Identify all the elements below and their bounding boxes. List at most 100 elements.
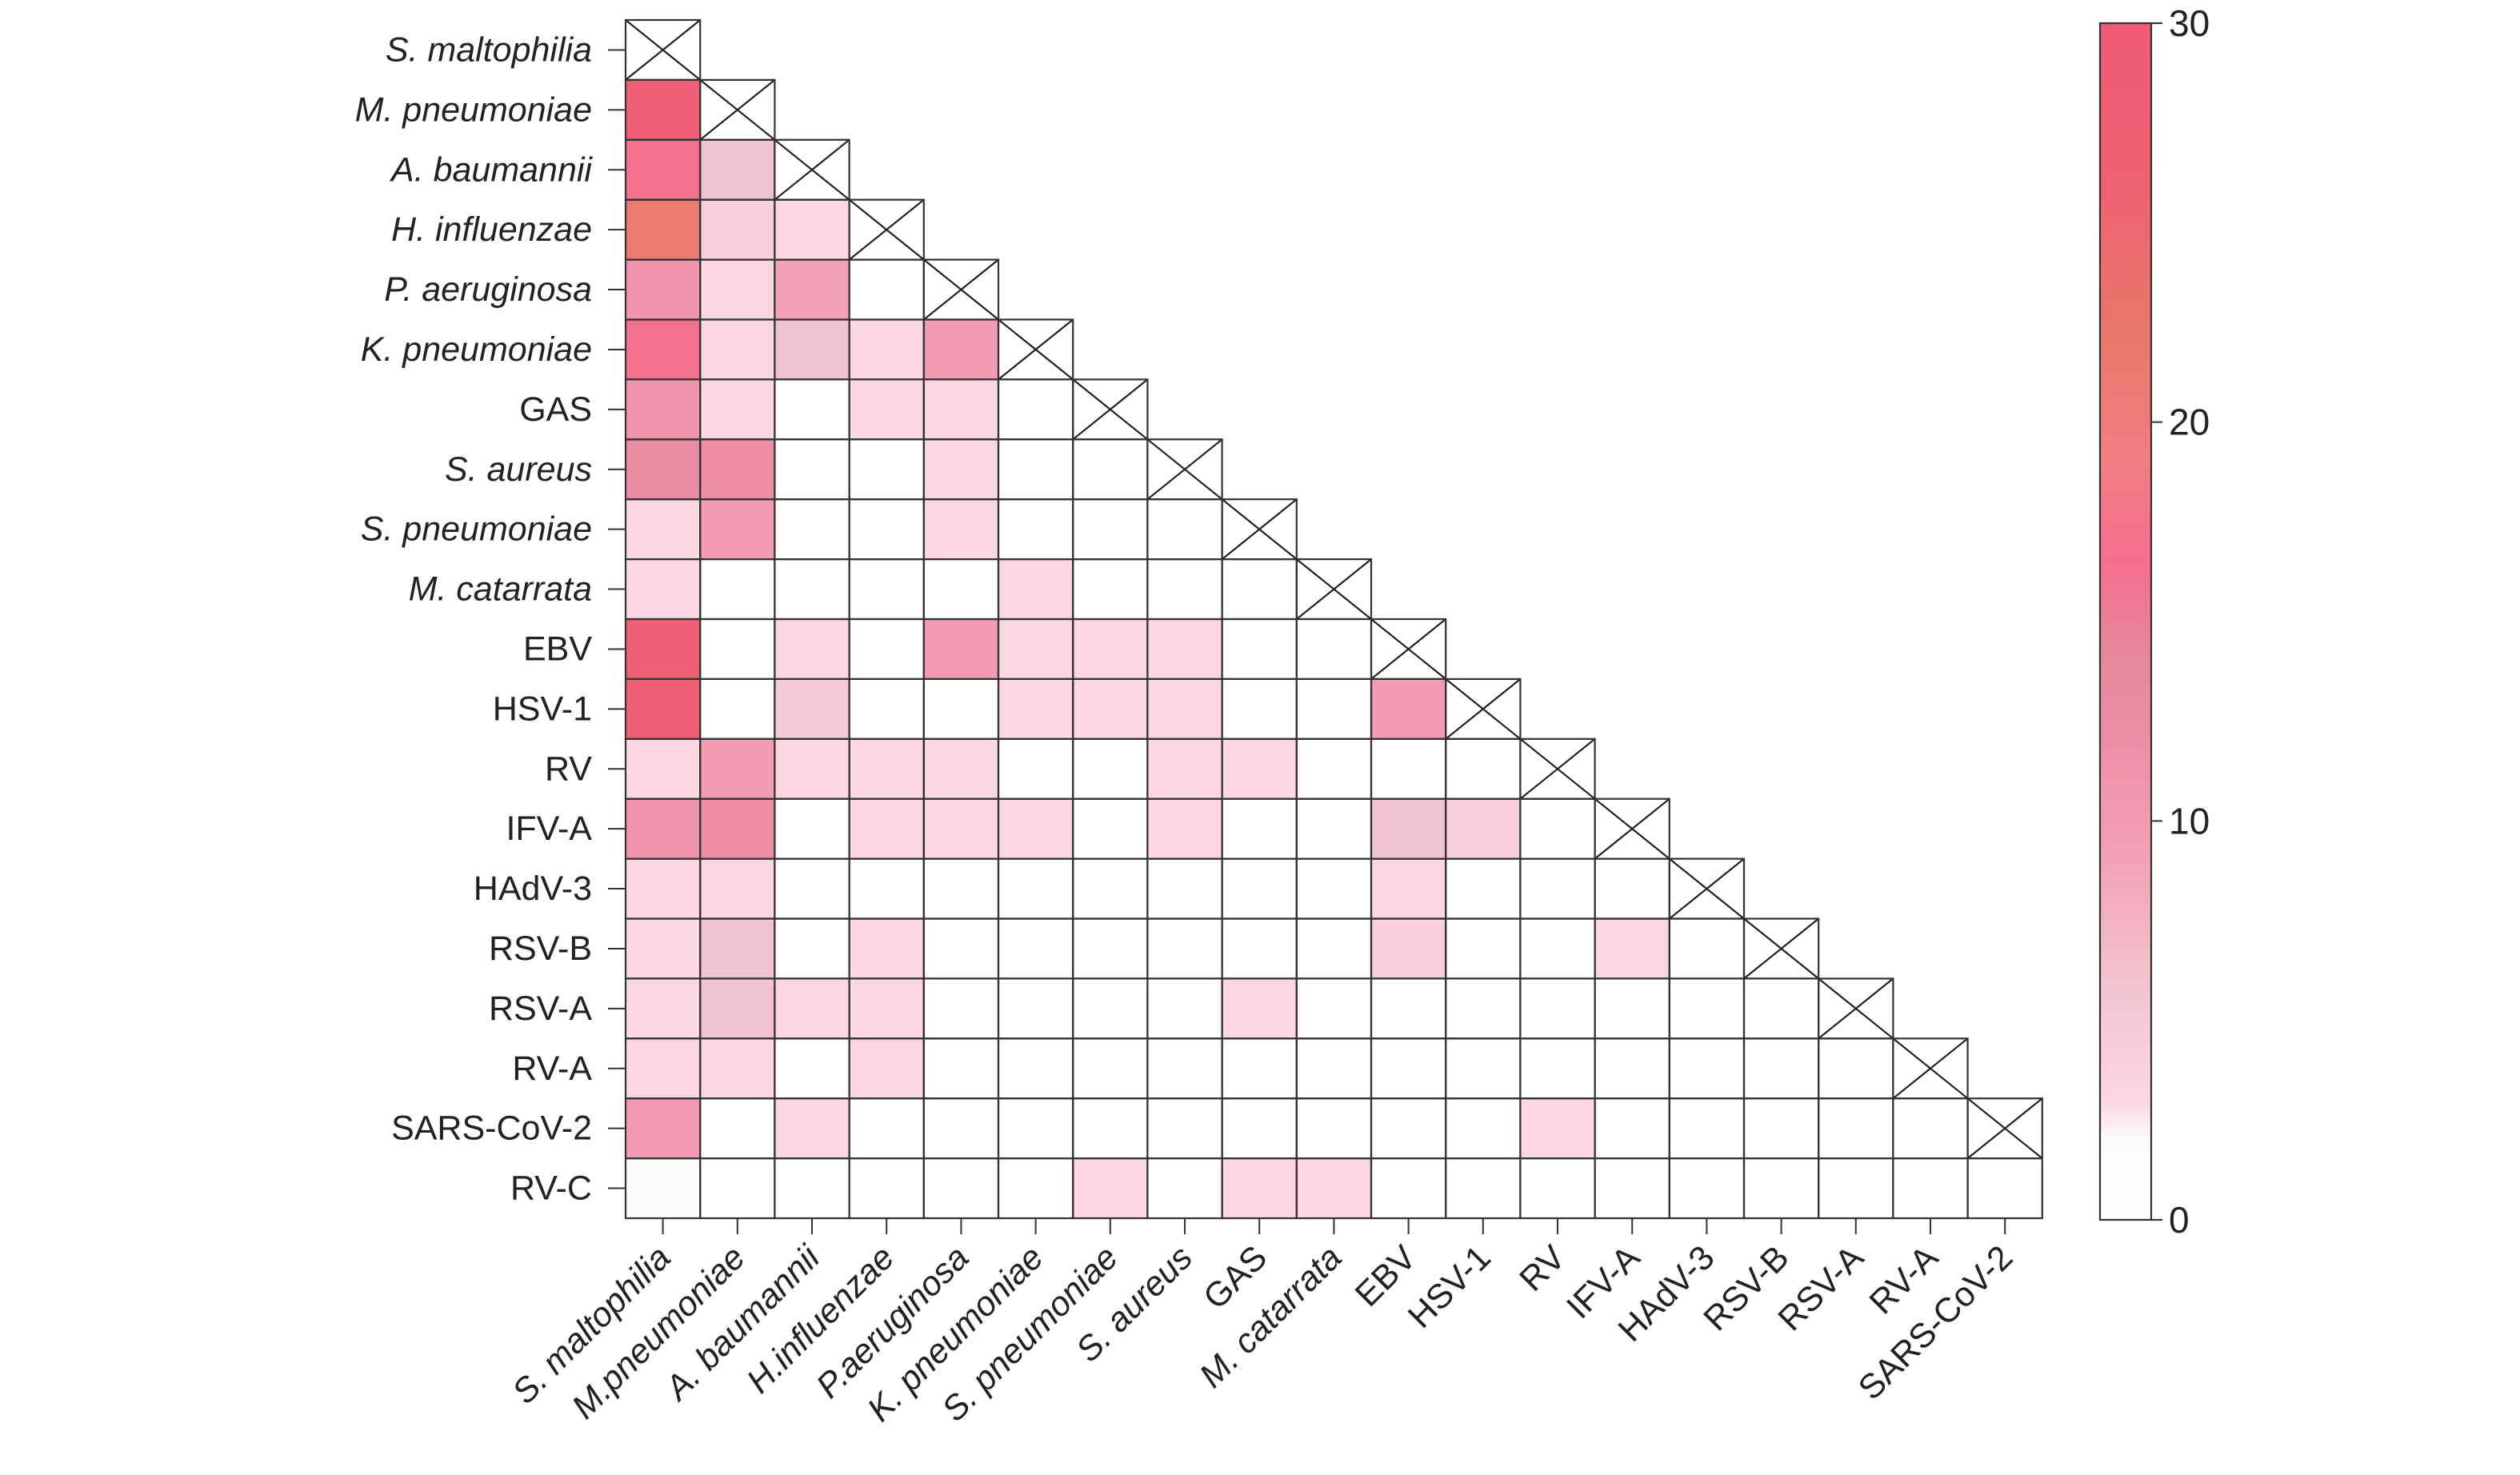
heat-cell-19-13 (1594, 1158, 1670, 1218)
heat-cell-14-12 (1520, 858, 1595, 919)
heat-cell-16-5 (998, 978, 1074, 1039)
heat-cell-4-0 (626, 259, 701, 320)
heat-cell-16-7 (1147, 978, 1222, 1039)
heat-cell-17-6 (1073, 1038, 1148, 1099)
y-tick-label: S. maltophilia (386, 30, 592, 69)
heat-cell-17-14 (1669, 1038, 1744, 1099)
diagonal-cross-12 (1519, 738, 1596, 800)
heat-cell-15-5 (998, 918, 1074, 979)
heat-cell-16-14 (1669, 978, 1744, 1039)
heat-cell-17-0 (626, 1038, 701, 1099)
x-tick-label: HSV-1 (1401, 1238, 1498, 1336)
diagonal-cross-0 (625, 19, 701, 81)
heat-cell-13-9 (1296, 798, 1371, 859)
colorbar-tick-label: 20 (2169, 402, 2210, 443)
heat-cell-11-2 (774, 678, 850, 739)
heat-cell-8-3 (849, 499, 924, 560)
heat-cell-7-2 (774, 439, 850, 500)
heat-cell-18-3 (849, 1098, 924, 1159)
heat-cell-19-12 (1520, 1158, 1595, 1218)
heat-cell-19-14 (1669, 1158, 1744, 1218)
y-axis-labels: S. maltophilia M. pneumoniae A. baumannii H… (355, 30, 626, 1208)
heat-cell-9-0 (626, 559, 701, 619)
heat-cell-19-18 (1967, 1158, 2042, 1218)
heat-cell-10-5 (998, 619, 1074, 679)
y-tick-label: A. baumannii (389, 150, 593, 189)
heat-cell-18-1 (700, 1098, 775, 1159)
heat-cell-17-2 (774, 1038, 850, 1099)
heat-cell-6-4 (923, 379, 998, 440)
heat-cell-17-1 (700, 1038, 775, 1099)
heat-cell-9-2 (774, 559, 850, 619)
heat-cell-12-6 (1073, 738, 1148, 799)
heat-cell-15-0 (626, 918, 701, 979)
heat-cell-18-15 (1744, 1098, 1819, 1159)
heat-cell-8-2 (774, 499, 850, 560)
heat-cell-7-6 (1073, 439, 1148, 500)
heat-cell-17-5 (998, 1038, 1074, 1099)
heat-cell-5-4 (923, 319, 998, 380)
y-tick-label: S. pneumoniae (361, 510, 592, 549)
diagonal-cross-11 (1445, 678, 1522, 740)
heat-cell-9-8 (1222, 559, 1297, 619)
heat-cell-13-5 (998, 798, 1074, 859)
heat-cell-7-5 (998, 439, 1074, 500)
heat-cell-3-0 (626, 199, 701, 260)
heat-cell-15-1 (700, 918, 775, 979)
heat-cell-10-4 (923, 619, 998, 679)
diagonal-cross-4 (923, 258, 999, 321)
heat-cell-15-14 (1669, 918, 1744, 979)
heat-cell-17-12 (1520, 1038, 1595, 1099)
x-tick-label: RSV-B (1696, 1238, 1796, 1338)
heat-cell-12-8 (1222, 738, 1297, 799)
heat-cell-17-13 (1594, 1038, 1670, 1099)
heat-cell-19-6 (1073, 1158, 1148, 1218)
colorbar-tick-label: 0 (2169, 1199, 2190, 1241)
heat-cell-11-5 (998, 678, 1074, 739)
y-tick-label: RSV-A (489, 989, 592, 1028)
colorbar: 0 10 20 30 (2098, 2, 2210, 1241)
y-tick-label: SARS-CoV-2 (391, 1109, 592, 1148)
heat-cell-16-13 (1594, 978, 1670, 1039)
heat-cell-6-2 (774, 379, 850, 440)
heat-cell-13-0 (626, 798, 701, 859)
heat-cell-15-13 (1594, 918, 1670, 979)
heat-cell-12-1 (700, 738, 775, 799)
heat-cell-7-4 (923, 439, 998, 500)
heat-cell-15-10 (1371, 918, 1446, 979)
y-tick-label: EBV (523, 630, 592, 668)
heat-cell-14-9 (1296, 858, 1371, 919)
heat-cell-18-8 (1222, 1098, 1297, 1159)
heat-cell-18-17 (1893, 1098, 1968, 1159)
heat-cell-6-0 (626, 379, 701, 440)
heat-cell-16-2 (774, 978, 850, 1039)
heat-cell-12-5 (998, 738, 1074, 799)
heat-cell-16-0 (626, 978, 701, 1039)
diagonal-cross-5 (998, 318, 1074, 381)
heat-cell-17-16 (1818, 1038, 1894, 1099)
heat-cell-19-16 (1818, 1158, 1894, 1218)
heat-cell-17-3 (849, 1038, 924, 1099)
y-tick-label: M. catarrata (409, 570, 592, 609)
diagonal-cross-16 (1818, 977, 1894, 1040)
heat-cell-17-11 (1446, 1038, 1521, 1099)
heat-cell-19-0 (626, 1158, 701, 1218)
heat-cell-2-1 (700, 139, 775, 200)
heat-cell-13-2 (774, 798, 850, 859)
heat-cell-14-8 (1222, 858, 1297, 919)
heat-cell-10-8 (1222, 619, 1297, 679)
heat-cell-14-6 (1073, 858, 1148, 919)
heat-cell-2-0 (626, 139, 701, 200)
diagonal-cross-17 (1892, 1037, 1969, 1100)
diagonal-cross-10 (1370, 618, 1446, 680)
diagonal-cross-6 (1072, 378, 1149, 441)
heat-cell-5-3 (849, 319, 924, 380)
heat-cell-13-12 (1520, 798, 1595, 859)
heat-cell-8-4 (923, 499, 998, 560)
y-tick-label: IFV-A (506, 809, 592, 848)
heat-cell-15-9 (1296, 918, 1371, 979)
heat-cell-13-1 (700, 798, 775, 859)
heat-cell-14-1 (700, 858, 775, 919)
diagonal-cross-14 (1669, 857, 1745, 920)
